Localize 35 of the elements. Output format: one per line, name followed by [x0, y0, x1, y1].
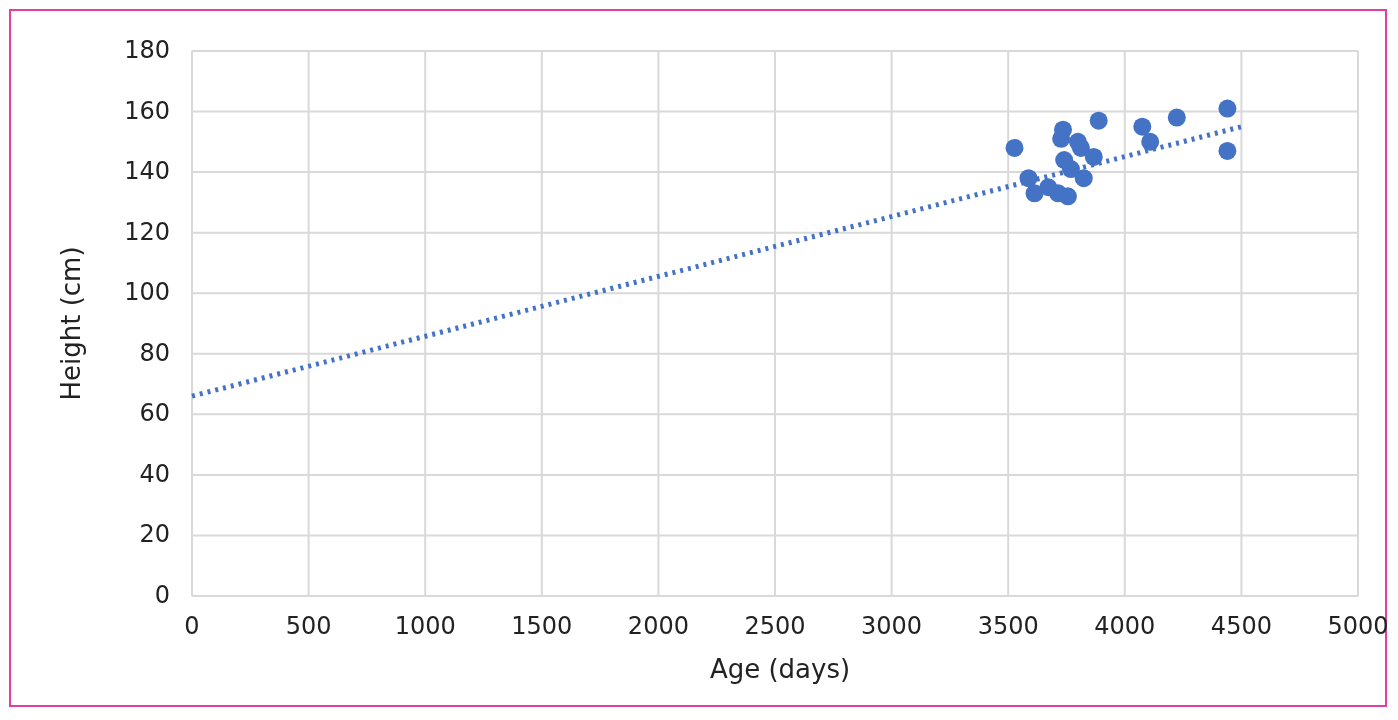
point: [1074, 169, 1093, 188]
x-tick-label: 500: [285, 612, 332, 640]
y-tick-label: 100: [124, 278, 170, 307]
point: [1039, 178, 1058, 197]
x-tick-label: 1500: [511, 612, 573, 640]
point: [1089, 111, 1108, 130]
y-tick-label: 180: [124, 36, 170, 64]
point: [1025, 184, 1044, 203]
point: [1084, 147, 1103, 166]
point: [1218, 99, 1237, 118]
point: [1005, 138, 1024, 157]
y-tick-label: 0: [154, 581, 170, 609]
y-tick-label: 60: [139, 399, 170, 428]
x-tick-label: 2000: [627, 612, 689, 640]
point: [1058, 187, 1077, 206]
x-tick-label: 1000: [394, 612, 456, 640]
y-tick-label: 120: [124, 217, 170, 246]
x-tick-label: 4500: [1210, 612, 1272, 640]
x-tick-label: 4000: [1094, 612, 1156, 640]
y-tick-label: 80: [139, 338, 170, 367]
x-axis-title: Age (days): [709, 654, 851, 684]
y-tick-label: 20: [139, 520, 170, 549]
x-tick-label: 3000: [861, 612, 923, 640]
x-tick-label: 3500: [977, 612, 1039, 640]
x-tick-label: 0: [184, 612, 200, 640]
y-axis-title: Height (cm): [56, 246, 86, 401]
point: [1218, 141, 1237, 160]
y-tick-label: 40: [139, 459, 170, 488]
point: [1167, 108, 1186, 127]
y-tick-label: 140: [124, 157, 170, 186]
x-tick-label: 2500: [744, 612, 806, 640]
point: [1133, 117, 1152, 136]
point: [1068, 132, 1087, 151]
y-tick-label: 160: [124, 96, 170, 125]
point: [1141, 132, 1160, 151]
